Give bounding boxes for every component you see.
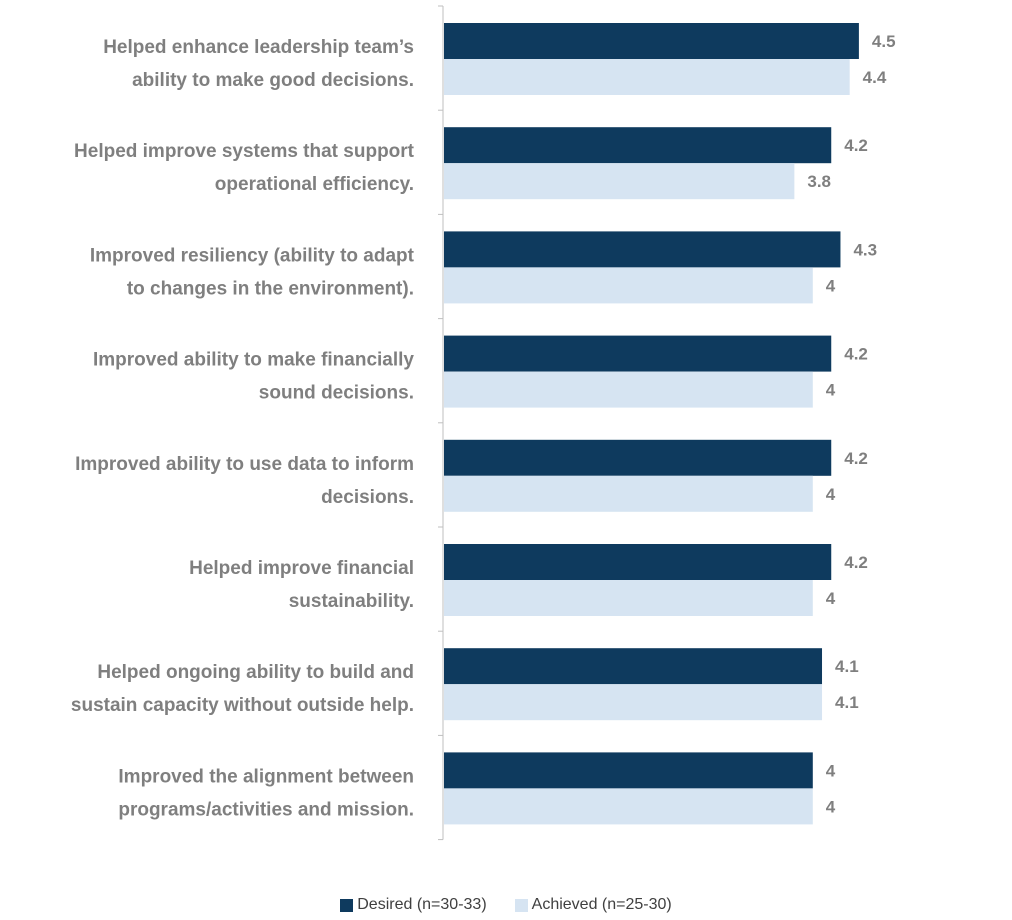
bar-desired xyxy=(444,231,841,268)
bar-desired xyxy=(444,335,832,372)
bar-achieved xyxy=(444,788,813,825)
data-label-achieved: 3.8 xyxy=(807,172,831,191)
data-label-achieved: 4 xyxy=(826,276,836,295)
bar-achieved xyxy=(444,684,823,721)
bar-achieved xyxy=(444,475,813,512)
category-label: Helped improve systems that support opera… xyxy=(74,141,415,195)
data-label-desired: 4.5 xyxy=(872,32,896,51)
bar-achieved xyxy=(444,163,795,200)
bar-desired xyxy=(444,439,832,476)
data-label-desired: 4.2 xyxy=(844,449,868,468)
data-label-desired: 4.2 xyxy=(844,553,868,572)
bar-desired xyxy=(444,127,832,164)
category-label: Improved resiliency (ability to adapt to … xyxy=(90,245,415,299)
data-label-achieved: 4 xyxy=(826,381,836,400)
category-label: Helped enhance leadership team’s ability … xyxy=(103,37,414,91)
legend-swatch-desired xyxy=(340,898,354,912)
category-label: Improved ability to make financially soun… xyxy=(93,350,414,404)
data-label-achieved: 4 xyxy=(826,797,836,816)
data-label-desired: 4.1 xyxy=(835,657,859,676)
data-label-achieved: 4 xyxy=(826,589,836,608)
data-label-desired: 4.3 xyxy=(853,240,877,259)
data-label-achieved: 4.1 xyxy=(835,693,859,712)
legend-label-desired: Desired (n=30-33) xyxy=(357,896,487,913)
data-label-achieved: 4 xyxy=(826,485,836,504)
category-label: Improved ability to use data to inform de… xyxy=(75,454,414,508)
category-label: Improved the alignment between programs/a… xyxy=(118,766,414,820)
bar-desired xyxy=(444,544,832,580)
category-label: Helped ongoing ability to build and susta… xyxy=(71,662,414,716)
bar-desired xyxy=(444,648,823,685)
bar-achieved xyxy=(444,371,813,408)
category-label: Helped improve financial sustainability. xyxy=(189,558,414,612)
data-label-desired: 4.2 xyxy=(844,345,868,364)
data-label-achieved: 4.4 xyxy=(863,68,887,87)
legend: Desired (n=30-33) Achieved (n=25-30) xyxy=(0,890,1012,920)
legend-swatch-achieved xyxy=(514,898,528,912)
legend-item-desired: Desired (n=30-33) xyxy=(340,896,487,914)
legend-label-achieved: Achieved (n=25-30) xyxy=(531,896,672,913)
data-label-desired: 4.2 xyxy=(844,136,868,155)
bar-achieved xyxy=(444,580,813,616)
bar-achieved xyxy=(444,267,813,304)
bar-chart: Helped enhance leadership team’s ability … xyxy=(71,5,896,841)
bar-desired xyxy=(444,23,859,59)
bar-desired xyxy=(444,752,813,789)
legend-item-achieved: Achieved (n=25-30) xyxy=(514,896,672,914)
data-label-desired: 4 xyxy=(826,761,836,780)
bar-achieved xyxy=(444,59,850,95)
